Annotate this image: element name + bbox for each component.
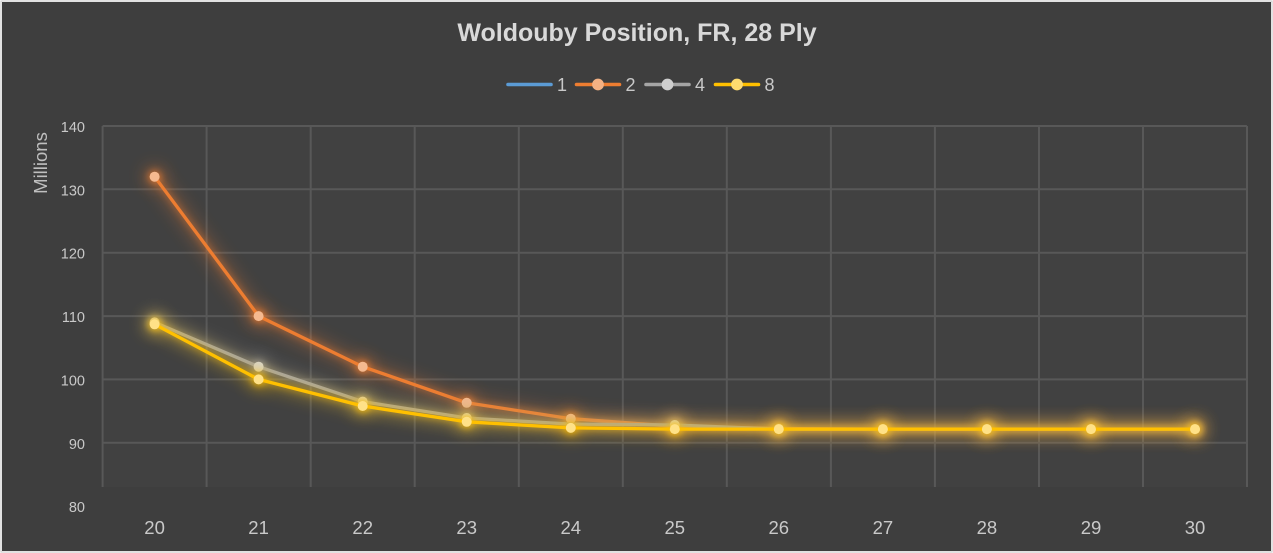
svg-text:22: 22 [352, 517, 373, 538]
svg-text:20: 20 [144, 517, 165, 538]
svg-text:30: 30 [1185, 517, 1206, 538]
svg-text:Millions: Millions [30, 132, 51, 194]
svg-text:26: 26 [769, 517, 790, 538]
svg-text:4: 4 [695, 75, 705, 95]
svg-text:120: 120 [61, 247, 85, 263]
svg-text:100: 100 [61, 373, 85, 389]
svg-text:24: 24 [561, 517, 582, 538]
svg-text:Woldouby Position, FR, 28 Ply: Woldouby Position, FR, 28 Ply [457, 19, 816, 47]
svg-text:29: 29 [1081, 517, 1102, 538]
svg-text:8: 8 [765, 75, 775, 95]
svg-text:28: 28 [977, 517, 998, 538]
svg-text:80: 80 [69, 500, 85, 516]
svg-text:27: 27 [873, 517, 894, 538]
svg-text:130: 130 [61, 183, 85, 199]
svg-text:140: 140 [61, 120, 85, 136]
svg-text:21: 21 [248, 517, 269, 538]
svg-text:90: 90 [69, 437, 85, 453]
svg-text:23: 23 [456, 517, 477, 538]
svg-text:2: 2 [626, 75, 636, 95]
svg-text:25: 25 [665, 517, 686, 538]
svg-text:110: 110 [62, 310, 85, 326]
svg-text:1: 1 [557, 75, 567, 95]
